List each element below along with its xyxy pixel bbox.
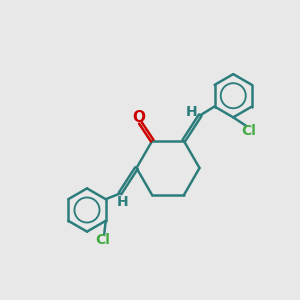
Text: H: H — [117, 195, 129, 209]
Text: Cl: Cl — [242, 124, 256, 138]
Text: H: H — [185, 105, 197, 119]
Text: O: O — [132, 110, 145, 125]
Text: Cl: Cl — [95, 233, 110, 247]
